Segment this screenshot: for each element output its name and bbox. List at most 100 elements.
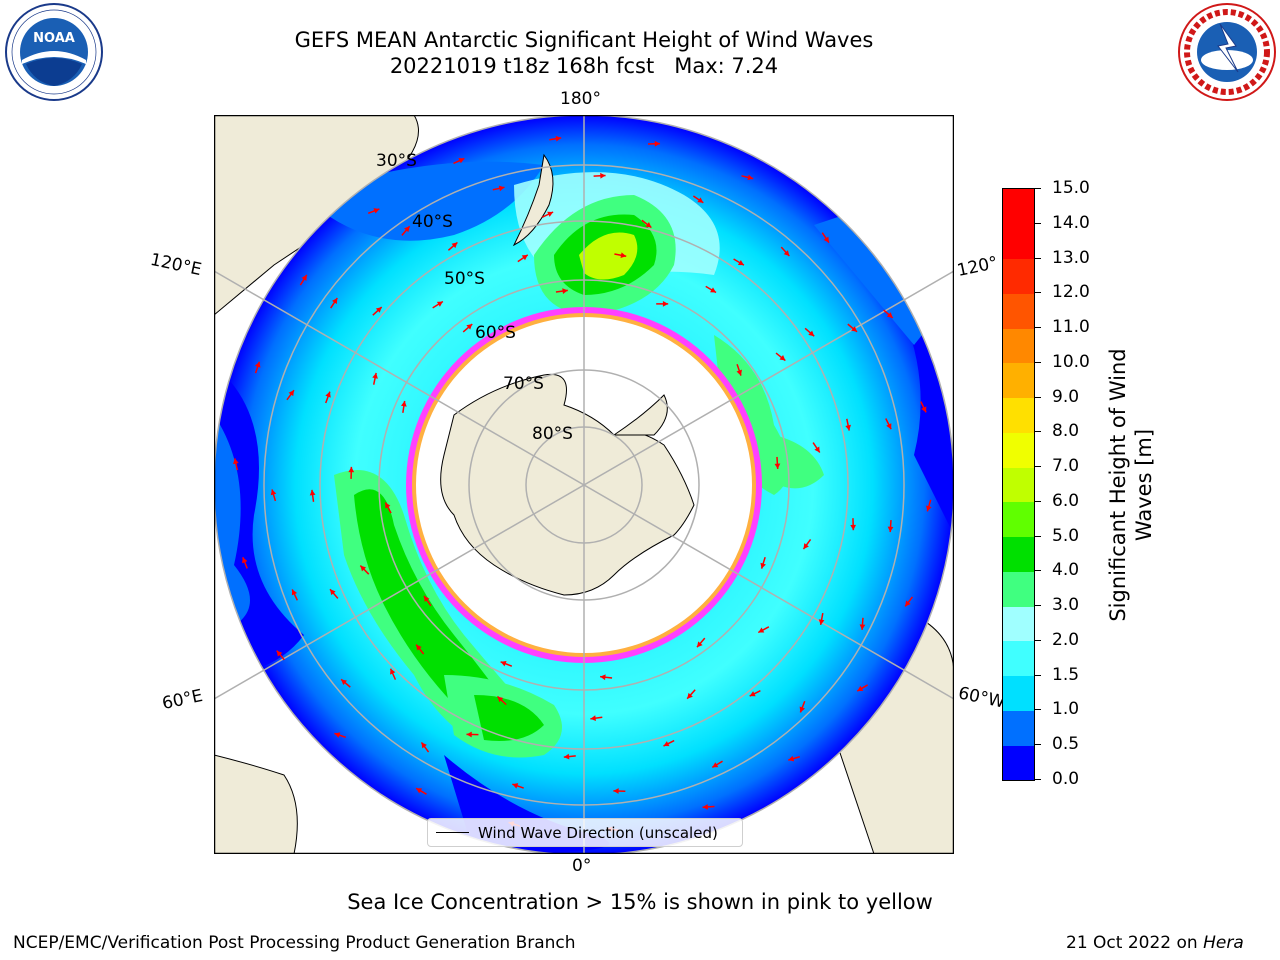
wind-arrow-head [385, 502, 391, 509]
colorbar-tick-label: 14.0 [1052, 212, 1090, 233]
wind-arrow-head [301, 274, 307, 281]
wind-arrow-head [788, 755, 795, 762]
legend-line-sample [436, 832, 469, 833]
colorbar-segment [1003, 536, 1034, 572]
wind-arrow-head [814, 446, 820, 453]
wind-arrow-head [242, 557, 248, 564]
wind-arrow-head [458, 158, 465, 164]
colorbar-tick [1034, 396, 1041, 398]
colorbar-segment [1003, 640, 1034, 677]
latitude-label-80s: 80°S [532, 424, 573, 444]
svg-text:NOAA: NOAA [33, 31, 75, 46]
noaa-logo-icon: NOAA [5, 3, 103, 101]
wind-arrow-head [270, 489, 277, 496]
colorbar-segment [1003, 397, 1034, 433]
latitude-label-40s: 40°S [412, 212, 453, 232]
wind-arrow-head [737, 260, 744, 266]
wind-arrow-head [291, 589, 298, 596]
wind-arrow-head [375, 307, 382, 313]
longitude-label-120w: 120° [955, 252, 1000, 282]
colorbar-segment [1003, 571, 1034, 607]
colorbar-tick-label: 8.0 [1052, 421, 1080, 442]
latitude-label-50s: 50°S [444, 269, 485, 289]
wind-arrow-head [774, 463, 781, 469]
wind-arrow-head [334, 732, 341, 738]
wind-arrow-head [845, 424, 851, 431]
wind-arrow-head [521, 254, 528, 261]
colorbar-tick [1034, 466, 1041, 468]
colorbar-tick [1034, 674, 1041, 676]
wind-arrow-head [783, 250, 790, 257]
wind-arrow-head [663, 741, 670, 747]
colorbar-tick-label: 1.0 [1052, 699, 1080, 720]
wind-arrow-head [330, 589, 336, 596]
wind-arrow-head [466, 731, 472, 738]
wind-arrow-head [372, 372, 378, 379]
wind-arrow-head [887, 526, 894, 533]
colorbar-segment [1003, 432, 1034, 468]
wind-arrow-head [747, 174, 754, 181]
colorbar-tick-label: 13.0 [1052, 247, 1090, 268]
colorbar-segment [1003, 328, 1034, 364]
colorbar-tick-label: 3.0 [1052, 595, 1080, 616]
polar-map [214, 115, 954, 854]
wind-arrow-head [760, 562, 766, 569]
colorbar-segment [1003, 675, 1034, 711]
colorbar-segment [1003, 223, 1034, 259]
wind-arrow-head [416, 788, 423, 794]
wind-arrow-head [613, 788, 619, 794]
colorbar-tick-label: 9.0 [1052, 386, 1080, 407]
colorbar-tick [1034, 709, 1041, 711]
wind-arrow-head [401, 400, 407, 407]
wind-arrow-head [696, 641, 703, 648]
colorbar-tick-label: 2.0 [1052, 629, 1080, 650]
colorbar-tick [1034, 188, 1041, 189]
wind-arrow-head [712, 762, 719, 768]
wind-arrow-head [702, 804, 708, 810]
wind-arrow-head [921, 406, 927, 413]
colorbar-tick [1034, 431, 1041, 433]
wind-arrow-head [886, 423, 892, 430]
colorbar-tick [1034, 361, 1041, 363]
footer-date: 21 Oct 2022 on Hera [1066, 933, 1244, 953]
wind-arrow-head [348, 466, 355, 473]
colorbar-tick-label: 10.0 [1052, 351, 1090, 372]
wind-arrow-head [662, 300, 669, 307]
wind-arrow-head [926, 505, 932, 512]
colorbar-tick-label: 6.0 [1052, 490, 1080, 511]
wind-arrow-head [466, 324, 473, 330]
colorbar-segment [1003, 606, 1034, 642]
latitude-label-70s: 70°S [503, 374, 544, 394]
wind-arrow-head [823, 236, 829, 243]
wind-arrow-head [332, 298, 338, 304]
wind-arrow-head [808, 330, 815, 337]
wind-arrow-head [803, 543, 809, 550]
footer-host: Hera [1203, 933, 1244, 953]
colorbar-tick [1034, 744, 1041, 746]
sea-ice-caption: Sea Ice Concentration > 15% is shown in … [347, 890, 933, 914]
colorbar-tick [1034, 500, 1041, 502]
wind-arrow-head [600, 172, 606, 179]
wind-arrow-head [590, 715, 596, 721]
colorbar-segment [1003, 501, 1034, 538]
wind-arrow-head [620, 252, 627, 259]
footer-branch: NCEP/EMC/Verification Post Processing Pr… [13, 933, 576, 953]
colorbar [1002, 188, 1035, 781]
colorbar-tick [1034, 605, 1041, 607]
legend: Wind Wave Direction (unscaled) [427, 818, 743, 847]
colorbar-segment [1003, 258, 1034, 294]
colorbar-tick-label: 5.0 [1052, 525, 1080, 546]
wind-arrow-head [905, 600, 911, 607]
colorbar-tick-label: 11.0 [1052, 317, 1090, 338]
wind-arrow-head [799, 706, 805, 713]
wind-arrow-head [390, 668, 396, 675]
colorbar-tick-label: 4.0 [1052, 560, 1080, 581]
colorbar-segment [1003, 710, 1034, 746]
longitude-label-60w: 60°W [956, 683, 1007, 713]
wind-arrow-head [758, 627, 765, 633]
wind-arrow-head [254, 361, 261, 368]
wind-arrow-head [512, 783, 519, 789]
wind-arrow-head [233, 458, 239, 465]
nws-logo-icon [1178, 3, 1276, 101]
colorbar-segment [1003, 293, 1034, 329]
